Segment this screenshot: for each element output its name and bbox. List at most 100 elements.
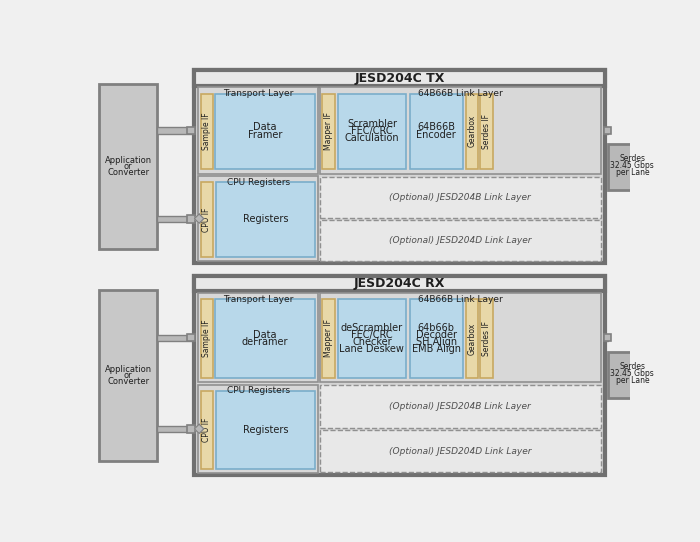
Bar [322,299,335,378]
Text: EMB Align: EMB Align [412,344,461,354]
Text: CPU IF: CPU IF [202,207,211,231]
Polygon shape [195,424,204,434]
Bar [188,127,195,134]
Text: Data: Data [253,330,276,339]
Bar [466,94,478,169]
Bar [198,87,318,173]
Bar [603,334,611,341]
Text: CPU Registers: CPU Registers [227,178,290,186]
Text: CPU IF: CPU IF [202,417,211,442]
Text: Serdes IF: Serdes IF [482,114,491,149]
Text: 64B66B Link Layer: 64B66B Link Layer [418,89,503,98]
Bar [188,425,195,433]
Bar [410,94,463,169]
Text: Serdes: Serdes [620,154,645,163]
Bar [320,177,601,218]
Bar [158,334,194,341]
Bar [201,391,213,468]
Bar [99,290,158,461]
Bar [606,127,608,133]
Bar [198,176,318,261]
Bar [320,385,601,429]
Bar [606,334,608,341]
Text: Application: Application [104,365,152,373]
Bar [320,293,601,382]
Text: Registers: Registers [243,215,288,224]
Bar [322,94,335,169]
Text: Converter: Converter [107,377,149,386]
Text: FEC/CRC: FEC/CRC [351,330,393,340]
Bar [216,299,314,378]
Bar [338,299,406,378]
Text: Gearbox: Gearbox [468,115,477,147]
Bar [410,299,463,378]
Bar [320,220,601,261]
Text: SH Align: SH Align [416,337,457,347]
Text: or: or [124,371,132,380]
Bar [320,87,601,173]
Text: Gearbox: Gearbox [468,322,477,354]
Bar [194,70,606,263]
Text: Transport Layer: Transport Layer [223,295,293,304]
Text: JESD204C RX: JESD204C RX [354,277,445,290]
Bar [216,94,314,169]
Text: (Optional) JESD204D Link Layer: (Optional) JESD204D Link Layer [389,236,531,245]
Text: Framer: Framer [248,130,282,140]
Text: Data: Data [253,122,276,132]
Text: Scrambler: Scrambler [347,119,397,130]
Bar [198,293,318,382]
Text: deFramer: deFramer [241,337,288,347]
Text: Mapper IF: Mapper IF [324,319,333,357]
Text: Decoder: Decoder [416,330,456,340]
Bar [201,299,213,378]
Bar [158,216,194,222]
Bar [216,391,314,468]
Bar [466,299,478,378]
Text: FEC/CRC: FEC/CRC [351,126,393,136]
Bar [194,276,606,475]
Text: Sample IF: Sample IF [202,320,211,357]
Text: Lane Deskew: Lane Deskew [340,344,405,354]
Bar [198,385,318,473]
Text: Serdes: Serdes [620,363,645,371]
Text: 64b66b: 64b66b [418,324,455,333]
Text: Converter: Converter [107,169,149,177]
Text: Checker: Checker [352,337,392,347]
Bar [338,94,406,169]
Bar [158,426,194,432]
Text: per Lane: per Lane [615,167,649,177]
Bar [99,85,158,249]
Text: Application: Application [104,156,152,165]
Bar [480,299,493,378]
Text: 32.45 Gbps: 32.45 Gbps [610,369,654,378]
Text: (Optional) JESD204B Link Layer: (Optional) JESD204B Link Layer [389,402,531,411]
Bar [201,94,213,169]
Bar [608,352,657,398]
Text: deScrambler: deScrambler [341,324,403,333]
Text: JESD204C TX: JESD204C TX [354,72,444,85]
Text: (Optional) JESD204D Link Layer: (Optional) JESD204D Link Layer [389,447,531,456]
Bar [608,144,657,190]
Bar [603,127,611,134]
Bar [201,182,213,257]
Text: 32.45 Gbps: 32.45 Gbps [610,160,654,170]
Text: 64B66B Link Layer: 64B66B Link Layer [418,295,503,304]
Text: or: or [124,162,132,171]
Bar [158,127,194,133]
Bar [320,430,601,473]
Bar [194,276,606,292]
Text: Transport Layer: Transport Layer [223,89,293,98]
Text: Sample IF: Sample IF [202,112,211,150]
Text: (Optional) JESD204B Link Layer: (Optional) JESD204B Link Layer [389,193,531,202]
Bar [188,215,195,223]
Text: CPU Registers: CPU Registers [227,386,290,395]
Text: Encoder: Encoder [416,130,456,140]
Bar [194,70,606,86]
Bar [480,94,493,169]
Text: Mapper IF: Mapper IF [324,112,333,150]
Text: Registers: Registers [243,424,288,435]
Text: per Lane: per Lane [615,376,649,385]
Text: Calculation: Calculation [344,133,399,143]
Bar [216,182,314,257]
Text: Serdes IF: Serdes IF [482,321,491,356]
